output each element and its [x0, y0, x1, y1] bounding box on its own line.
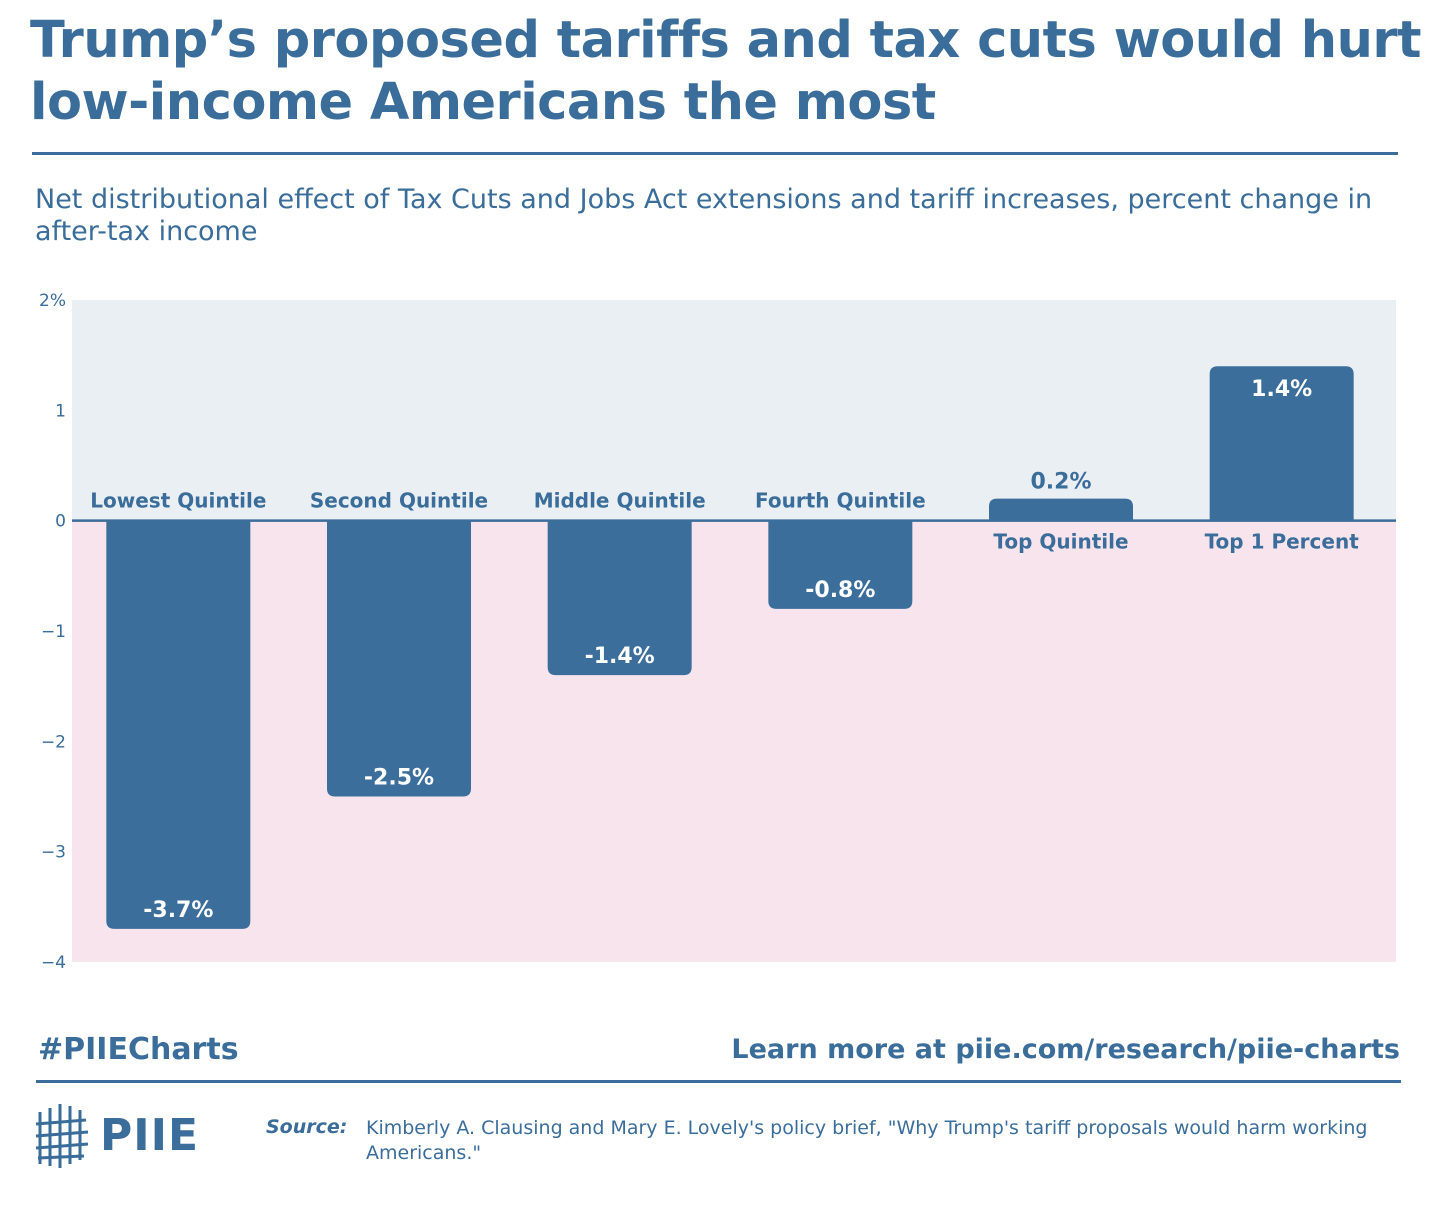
value-label-2: -1.4%: [585, 644, 655, 669]
source-text: Kimberly A. Clausing and Mary E. Lovely'…: [366, 1117, 1368, 1164]
y-tick-label: 0: [55, 512, 66, 532]
bar-5: [1209, 366, 1354, 521]
category-label-1: Second Quintile: [310, 489, 488, 513]
y-tick-label: 1: [55, 401, 66, 421]
value-label-3: -0.8%: [805, 578, 875, 603]
y-tick-label: 2%: [39, 291, 66, 311]
chart-subtitle: Net distributional effect of Tax Cuts an…: [35, 184, 1373, 247]
value-label-4: 0.2%: [1030, 470, 1091, 495]
bar-chart: 2% 1 0 −1 −2 −3 −4 -3.7% Lowest Quintile -2.5% Sec…: [39, 291, 1396, 973]
piie-logo-text: PIIE: [100, 1109, 200, 1161]
chart-title: Trump’s proposed tariffs and tax cuts wo…: [30, 11, 1421, 132]
category-label-2: Middle Quintile: [534, 489, 706, 513]
y-tick-label: −4: [41, 953, 66, 973]
negative-region-bg: [72, 520, 1396, 962]
hashtag: #PIIECharts: [38, 1032, 239, 1067]
piie-logo-icon: [35, 1104, 89, 1168]
footer-divider: [36, 1080, 1401, 1083]
y-tick-label: −1: [41, 622, 66, 642]
value-label-1: -2.5%: [364, 766, 434, 791]
title-divider: [32, 152, 1398, 155]
category-label-4: Top Quintile: [993, 530, 1128, 554]
bar-3: [768, 520, 913, 609]
positive-region-bg: [72, 300, 1396, 521]
value-label-0: -3.7%: [143, 898, 213, 923]
learn-more-link[interactable]: Learn more at piie.com/research/piie-cha…: [731, 1034, 1400, 1065]
category-label-3: Fourth Quintile: [755, 489, 926, 513]
piie-logo: PIIE: [34, 1102, 199, 1168]
source-label: Source:: [266, 1116, 348, 1138]
value-label-5: 1.4%: [1251, 377, 1312, 402]
bar-2: [547, 520, 692, 676]
y-tick-label: −2: [41, 732, 66, 752]
category-label-0: Lowest Quintile: [90, 489, 266, 513]
bar-1: [327, 520, 471, 797]
y-tick-label: −3: [41, 843, 66, 863]
bar-0: [106, 520, 251, 929]
bar-4: [989, 498, 1133, 521]
category-label-5: Top 1 Percent: [1205, 530, 1360, 554]
